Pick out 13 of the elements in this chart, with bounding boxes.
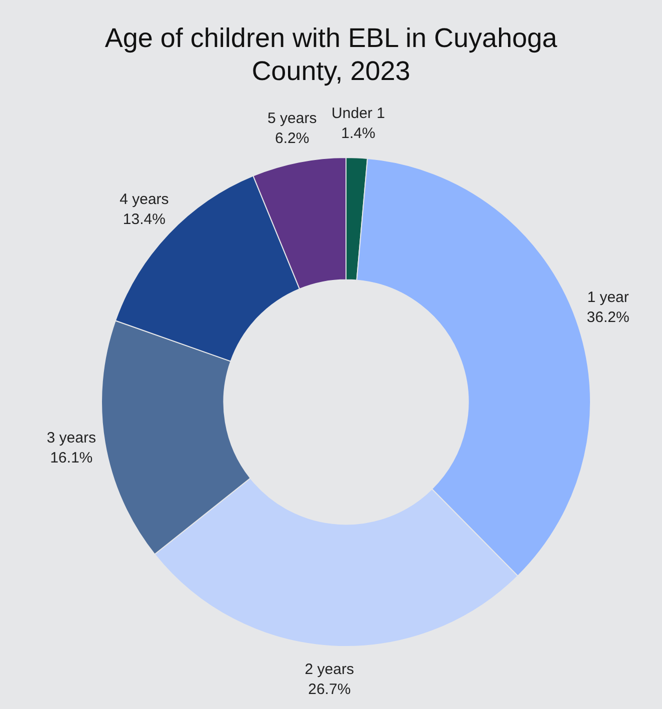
chart-title: Age of children with EBL in Cuyahoga County, 2023: [104, 22, 558, 88]
data-label: 13.4%: [122, 211, 166, 228]
data-label: 6.2%: [274, 130, 310, 147]
slice-label: 3 years: [46, 429, 96, 446]
data-label: 16.1%: [50, 449, 93, 466]
slice-label: 2 years: [304, 661, 354, 678]
slice-label: 5 years: [267, 110, 317, 127]
data-label: 26.7%: [308, 681, 351, 698]
slice-label: 1 year: [587, 288, 629, 306]
data-label: 1.4%: [341, 124, 376, 142]
slice-label: Under 1: [332, 104, 385, 122]
slice-label: 4 years: [120, 191, 169, 208]
data-label: 36.2%: [586, 308, 630, 326]
